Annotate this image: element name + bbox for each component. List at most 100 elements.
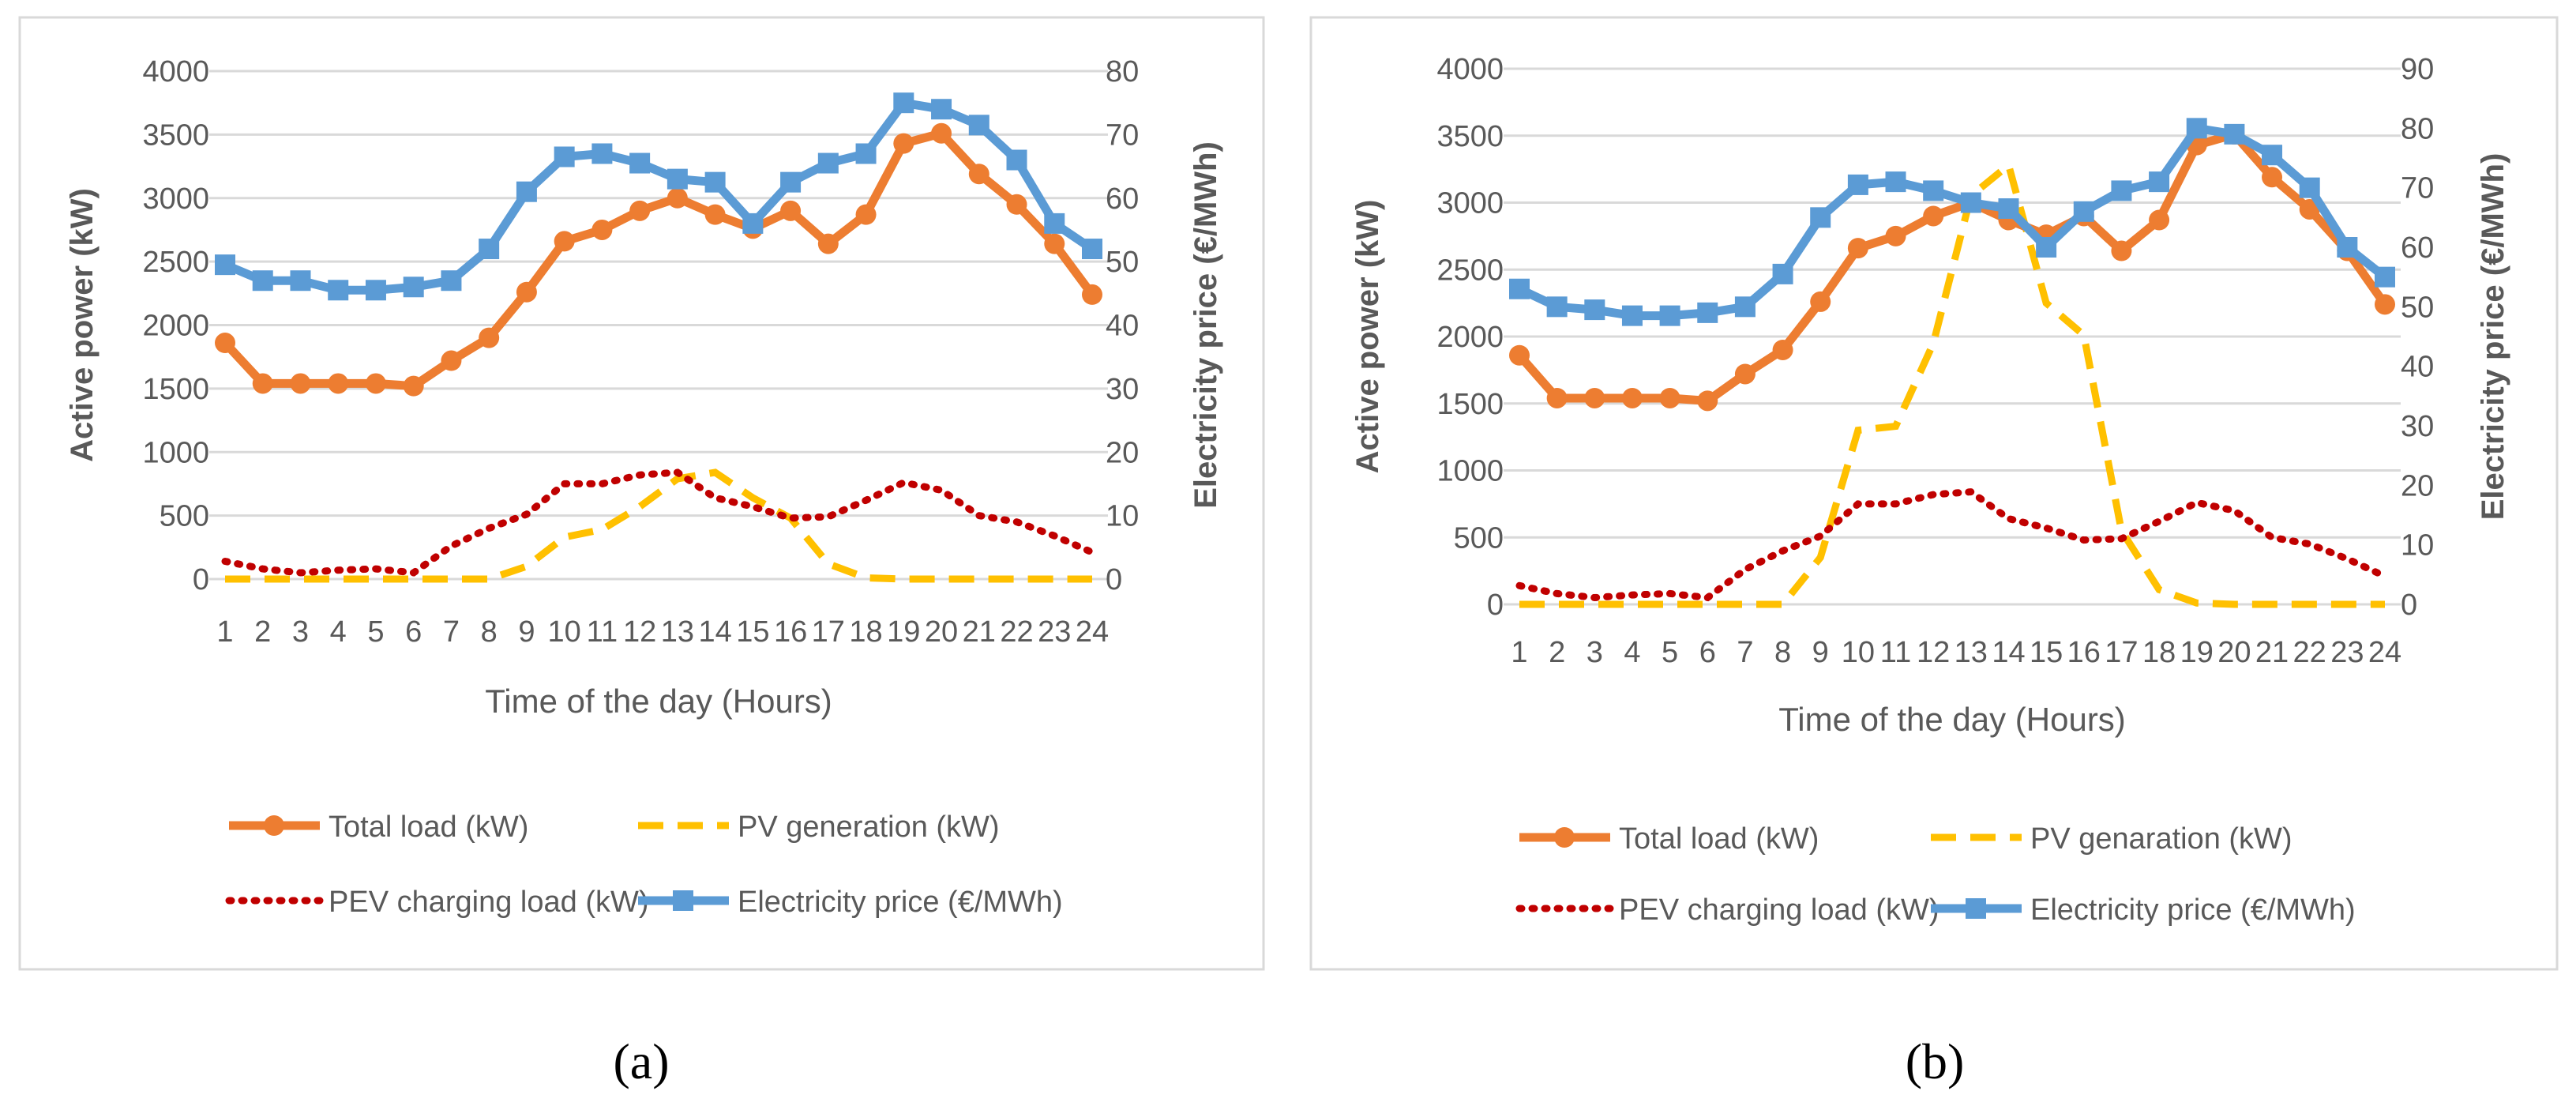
x-tick-label: 15 — [2030, 636, 2063, 669]
y-tick-label: 1000 — [1436, 455, 1504, 488]
data-point — [591, 143, 613, 164]
x-tick-label: 20 — [925, 615, 958, 649]
data-point — [1810, 207, 1831, 228]
data-point — [403, 276, 424, 298]
data-point — [2375, 294, 2395, 315]
data-point — [1734, 296, 1756, 318]
x-tick-label: 17 — [812, 615, 845, 649]
data-point — [1810, 291, 1831, 312]
legend-label: Electricity price (€/MWh) — [738, 886, 1063, 919]
legend-entry: Total load (kW) — [1519, 822, 1819, 856]
y2-tick-label: 20 — [1106, 436, 1139, 469]
data-point — [855, 204, 877, 225]
x-tick-label: 13 — [661, 615, 694, 649]
legend-entry: PV genaration (kW) — [1931, 822, 2292, 856]
x-tick-label: 15 — [736, 615, 769, 649]
series-line-pv-generation-kw — [225, 468, 1092, 583]
data-point — [1044, 213, 1065, 234]
data-point — [893, 133, 914, 154]
x-tick-label: 10 — [548, 615, 581, 649]
legend-entry: Electricity price (€/MWh) — [1931, 893, 2356, 927]
data-point — [1659, 305, 1680, 326]
y2-tick-label: 70 — [2401, 172, 2434, 205]
y-tick-label: 3000 — [142, 182, 209, 216]
x-tick-label: 7 — [1737, 636, 1753, 669]
x-tick-label: 16 — [774, 615, 807, 649]
y-tick-label: 4000 — [1436, 53, 1504, 86]
data-point — [817, 152, 839, 174]
x-tick-label: 14 — [1992, 636, 2025, 669]
x-tick-label: 14 — [698, 615, 731, 649]
x-tick-label: 16 — [2067, 636, 2101, 669]
legend-entry: PEV charging load (kW) — [225, 886, 649, 919]
y2-tick-label: 80 — [2401, 112, 2434, 145]
legend-entry: PEV charging load (kW) — [1515, 893, 1940, 927]
y2-tick-label: 10 — [2401, 529, 2434, 562]
chart-panel-b: 0 500 1000 1500 2000 2500 3000 3500 4000 0 10 20 30 4… — [1309, 16, 2559, 971]
chart-panel-a: 0 500 1000 1500 2000 2500 3000 3500 4000 0 10 20 30 4… — [18, 16, 1265, 971]
x-tick-label: 19 — [887, 615, 920, 649]
data-point — [2299, 177, 2320, 198]
data-point — [479, 239, 500, 260]
data-point — [1998, 198, 2019, 220]
data-point — [2149, 171, 2170, 193]
data-point — [479, 327, 500, 348]
legend-label: PEV charging load (kW) — [1619, 893, 1940, 927]
x-tick-label: 11 — [1880, 636, 1911, 669]
data-point — [1621, 305, 1643, 326]
y-tick-label: 500 — [160, 500, 209, 533]
y2-tick-label: 30 — [2401, 410, 2434, 443]
x-tick-label: 3 — [292, 615, 309, 649]
y2-tick-label: 0 — [2401, 589, 2417, 622]
data-point — [328, 280, 349, 301]
data-point — [365, 280, 386, 301]
data-point — [215, 254, 235, 276]
x-tick-label: 17 — [2105, 636, 2138, 669]
series-line-pev-charging-load-kw — [221, 468, 1096, 577]
data-point — [1885, 171, 1906, 193]
data-point — [780, 200, 802, 221]
data-point — [1659, 387, 1680, 408]
y2-tick-label: 50 — [1106, 246, 1139, 279]
data-point — [1006, 194, 1027, 215]
data-point — [2111, 180, 2132, 201]
data-point — [1082, 284, 1102, 305]
y-tick-label: 500 — [1454, 521, 1504, 555]
data-point — [1697, 390, 1718, 412]
y2-tick-label: 60 — [2401, 231, 2434, 265]
data-point — [2299, 198, 2320, 220]
series-line-pev-charging-load-kw — [1515, 487, 2389, 602]
data-point — [2186, 118, 2207, 139]
data-point — [931, 122, 952, 144]
y2-tick-label: 10 — [1106, 500, 1139, 533]
data-point — [1772, 339, 1793, 360]
legend-label: Total load (kW) — [1619, 822, 1819, 856]
data-point — [1847, 174, 1868, 195]
data-point — [554, 146, 575, 167]
x-tick-label: 3 — [1587, 636, 1603, 669]
legend-entry: PV generation (kW) — [638, 811, 1000, 844]
y2-tick-label: 0 — [1106, 563, 1122, 596]
data-point — [2337, 237, 2358, 258]
data-point — [1960, 192, 1981, 213]
data-point — [1509, 278, 1530, 299]
y-tick-label: 1500 — [1436, 388, 1504, 421]
y2-tick-label: 40 — [1106, 310, 1139, 343]
data-point — [1584, 387, 1605, 408]
data-point — [403, 375, 424, 397]
x-tick-label: 9 — [1812, 636, 1829, 669]
x-tick-label: 19 — [2180, 636, 2214, 669]
x-tick-label: 6 — [405, 615, 422, 649]
legend-marker — [673, 890, 693, 911]
data-point — [2262, 145, 2283, 166]
x-tick-label: 21 — [963, 615, 996, 649]
x-tick-label: 1 — [216, 615, 233, 649]
legend-marker — [264, 815, 284, 836]
legend-marker — [1966, 898, 1986, 919]
data-point — [704, 171, 726, 193]
data-point — [516, 181, 537, 202]
x-tick-label: 21 — [2255, 636, 2289, 669]
x-tick-label: 24 — [1076, 615, 1109, 649]
data-point — [1734, 363, 1756, 385]
x-tick-label: 1 — [1511, 636, 1527, 669]
